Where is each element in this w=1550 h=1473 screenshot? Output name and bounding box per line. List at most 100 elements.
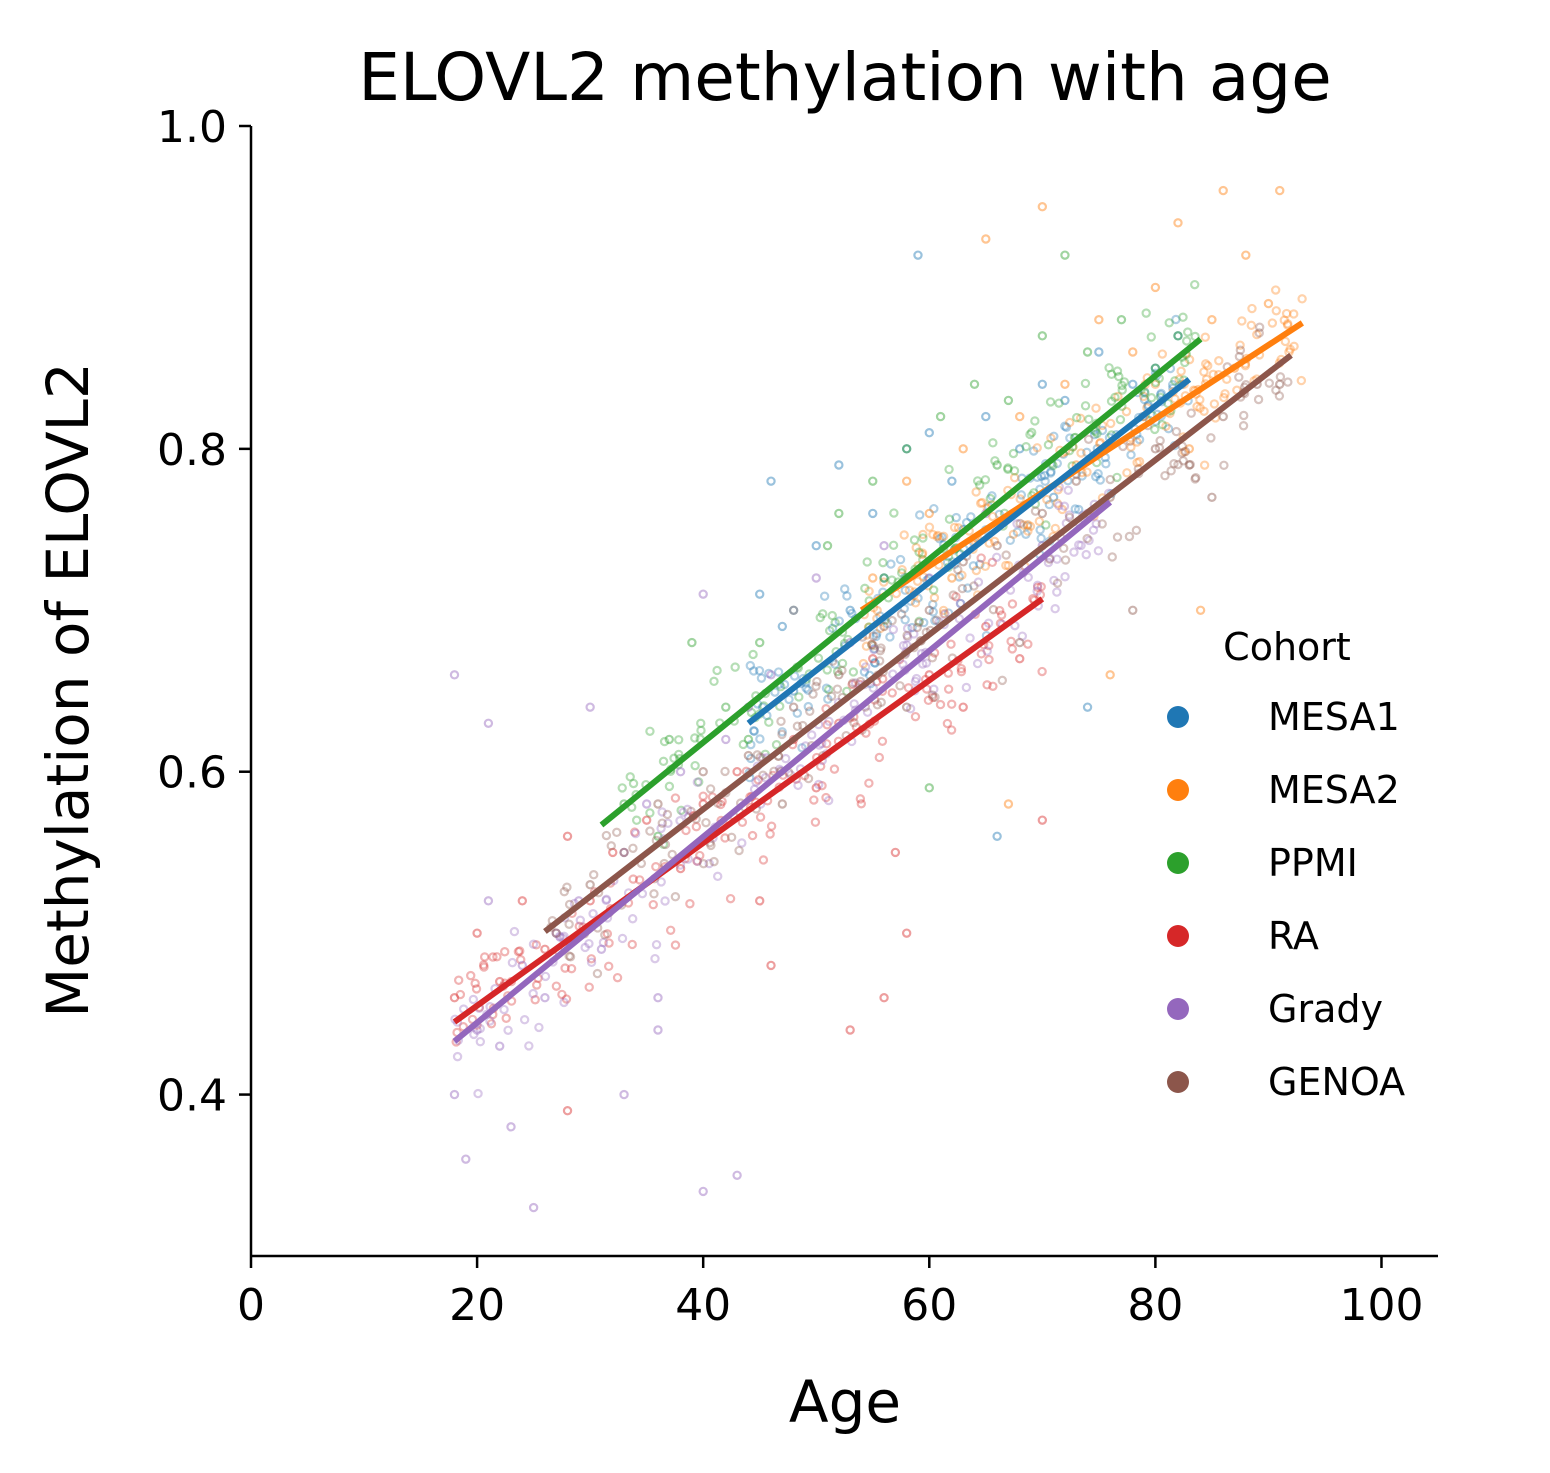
data-point — [909, 535, 920, 545]
data-point — [692, 777, 703, 787]
data-point — [517, 896, 528, 906]
data-point — [1037, 331, 1048, 341]
data-point — [919, 617, 929, 628]
data-point — [1167, 380, 1178, 390]
data-point — [468, 994, 479, 1005]
data-point — [1289, 309, 1299, 319]
data-point — [924, 605, 934, 615]
data-point — [766, 476, 776, 486]
x-axis-ticks: 0 20 40 60 80 100 — [237, 1256, 1423, 1331]
data-point — [453, 975, 464, 985]
data-point — [745, 660, 756, 671]
data-point — [832, 666, 843, 677]
legend-title: Cohort — [1223, 625, 1351, 669]
data-point — [1195, 403, 1205, 413]
data-point — [1043, 440, 1054, 450]
data-point — [938, 531, 949, 542]
data-point — [1296, 375, 1307, 386]
data-point — [1070, 504, 1080, 514]
data-point — [869, 644, 879, 655]
data-point — [1015, 411, 1025, 422]
data-point — [823, 795, 834, 806]
legend-marker-ppmi — [1167, 852, 1189, 874]
data-point — [1063, 485, 1073, 496]
data-point — [551, 981, 562, 991]
data-point — [592, 968, 603, 979]
data-point — [764, 668, 774, 679]
data-point — [823, 684, 834, 695]
data-point — [1028, 446, 1039, 456]
data-point — [1195, 395, 1205, 405]
data-point — [746, 753, 756, 764]
data-point — [900, 615, 910, 625]
data-point — [803, 685, 813, 695]
data-point — [617, 933, 628, 944]
data-point — [628, 843, 638, 853]
data-point — [877, 736, 888, 746]
data-point — [973, 577, 984, 587]
data-point — [1220, 389, 1230, 399]
data-point — [928, 599, 938, 610]
data-point — [957, 583, 968, 594]
data-point — [1046, 433, 1056, 443]
data-point — [951, 512, 961, 523]
data-point — [921, 658, 932, 668]
data-point — [513, 946, 524, 957]
data-point — [947, 476, 957, 486]
series-points-ppmi — [617, 250, 1200, 849]
data-point — [929, 684, 939, 694]
data-point — [887, 575, 897, 585]
data-point — [472, 928, 482, 938]
data-point — [575, 915, 586, 925]
data-point — [1012, 519, 1022, 529]
data-point — [1106, 369, 1117, 380]
data-point — [670, 892, 681, 902]
data-point — [874, 752, 885, 763]
data-point — [627, 939, 637, 950]
data-point — [938, 605, 949, 616]
data-point — [1021, 442, 1031, 452]
data-point — [1034, 516, 1045, 527]
data-point — [1060, 421, 1070, 431]
data-point — [1190, 279, 1200, 290]
data-point — [664, 734, 674, 745]
data-point — [698, 767, 708, 777]
data-point — [917, 549, 927, 560]
data-point — [584, 938, 594, 949]
data-point — [1192, 401, 1202, 412]
data-point — [1247, 303, 1257, 314]
data-point — [766, 960, 776, 971]
data-point — [858, 658, 869, 669]
data-point — [910, 711, 921, 722]
data-point — [875, 623, 885, 634]
data-point — [969, 581, 979, 591]
data-point — [1116, 315, 1127, 325]
data-point — [882, 618, 893, 629]
fit-line-ppmi — [599, 336, 1203, 828]
data-point — [1207, 492, 1217, 502]
data-point — [815, 612, 825, 623]
data-point — [601, 894, 612, 905]
data-point — [555, 931, 565, 941]
data-point — [1101, 459, 1111, 469]
data-point — [971, 487, 981, 497]
data-point — [1199, 406, 1209, 416]
data-point — [1003, 463, 1013, 473]
data-point — [601, 830, 612, 841]
data-point — [1036, 533, 1046, 544]
data-point — [868, 476, 878, 486]
data-point — [649, 889, 659, 899]
data-point — [1015, 494, 1025, 504]
data-point — [659, 736, 670, 747]
data-point — [1176, 366, 1186, 376]
data-point — [1126, 450, 1136, 460]
data-point — [977, 497, 987, 508]
data-point — [517, 960, 528, 971]
data-point — [1173, 459, 1183, 470]
data-point — [931, 615, 942, 625]
data-point — [918, 659, 928, 669]
data-point — [824, 626, 835, 636]
data-point — [928, 692, 938, 703]
data-point — [715, 799, 726, 810]
